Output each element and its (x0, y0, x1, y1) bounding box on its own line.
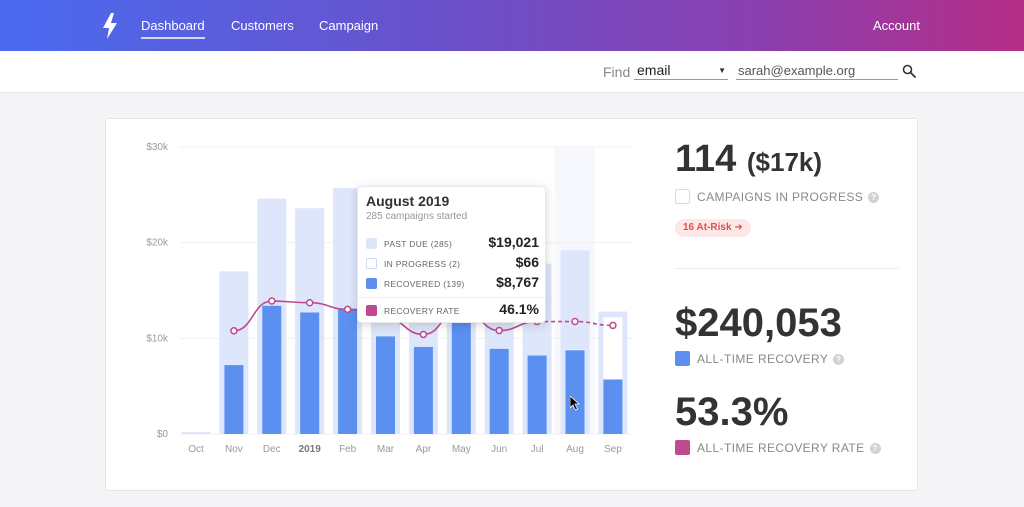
all-time-recovery-rate-value: 53.3% (675, 390, 789, 434)
find-field-value: email (637, 62, 671, 78)
tooltip-label: PAST DUE (285) (384, 239, 453, 249)
at-risk-badge[interactable]: 16 At-Risk ➜ (675, 219, 751, 237)
x-tick-label: May (452, 444, 471, 455)
campaigns-in-progress-label: CAMPAIGNS IN PROGRESS (697, 190, 864, 204)
x-tick-label: Jul (531, 444, 544, 455)
bar-recovered (527, 355, 547, 434)
find-query-input[interactable] (736, 62, 898, 80)
tooltip-label: RECOVERED (139) (384, 279, 465, 289)
in-progress-swatch (675, 189, 690, 204)
bar-recovered (224, 365, 244, 434)
tooltip-value: $8,767 (496, 274, 539, 290)
lightning-bolt-icon[interactable] (102, 13, 118, 39)
y-tick-label: $0 (157, 429, 169, 440)
tooltip-row-recovery-rate: RECOVERY RATE 46.1% (366, 301, 539, 319)
help-icon[interactable]: ? (833, 354, 845, 365)
y-tick-label: $10k (146, 333, 169, 344)
bar-in-progress (565, 349, 585, 351)
tooltip-value: $19,021 (488, 234, 539, 250)
bar-recovered (376, 336, 395, 434)
bar-recovered (262, 305, 282, 434)
nav-customers[interactable]: Customers (231, 18, 294, 33)
x-tick-label: Apr (416, 444, 432, 455)
bar-recovered (603, 379, 623, 434)
find-label: Find (603, 64, 631, 80)
y-tick-label: $20k (146, 238, 169, 249)
bar-recovered (489, 348, 509, 434)
recovery-rate-point (609, 321, 617, 330)
find-bar: Find email ▼ (0, 51, 1024, 93)
bar-recovered (338, 308, 358, 434)
tooltip-value: 46.1% (499, 301, 539, 317)
arrow-right-icon: ➜ (734, 222, 743, 233)
caret-down-icon: ▼ (718, 66, 726, 75)
all-time-recovery-label: ALL-TIME RECOVERY (697, 352, 829, 366)
x-tick-label: Mar (377, 444, 395, 455)
x-tick-label: Feb (339, 444, 357, 455)
tooltip-row-past-due: PAST DUE (285) $19,021 (366, 234, 539, 252)
tooltip-label: IN PROGRESS (2) (384, 259, 461, 269)
recovery-rate-swatch (366, 305, 377, 316)
x-tick-label: Aug (566, 444, 584, 455)
y-tick-label: $30k (146, 142, 169, 153)
stats-divider (675, 268, 899, 269)
all-time-recovery-rate-label: ALL-TIME RECOVERY RATE (697, 441, 865, 455)
x-tick-label: Dec (263, 444, 281, 455)
x-tick-label: Oct (188, 444, 204, 455)
in-progress-swatch (366, 258, 377, 269)
in-progress-amount: ($17k) (746, 147, 823, 177)
tooltip-value: $66 (515, 254, 539, 270)
tooltip-row-recovered: RECOVERED (139) $8,767 (366, 274, 539, 292)
help-icon[interactable]: ? (869, 443, 881, 454)
nav-dashboard[interactable]: Dashboard (141, 18, 205, 39)
x-tick-label: Jun (491, 444, 507, 455)
recovery-rate-swatch (675, 440, 690, 455)
search-icon[interactable] (902, 64, 916, 78)
in-progress-stat: 114 ($17k) (675, 138, 822, 181)
recovery-rate-point (230, 327, 238, 335)
bar-recovered (413, 346, 433, 434)
recovery-rate-point (343, 305, 352, 314)
bar-recovered (300, 312, 320, 434)
tooltip-label: RECOVERY RATE (384, 306, 460, 316)
tooltip-title: August 2019 (366, 193, 450, 209)
recovery-rate-point (571, 317, 579, 326)
x-tick-label: 2019 (299, 444, 322, 455)
all-time-recovery-value: $240,053 (675, 301, 842, 345)
chart-tooltip: August 2019 285 campaigns started PAST D… (357, 186, 546, 323)
find-field-select[interactable]: email ▼ (634, 62, 728, 80)
top-navigation: Dashboard Customers Campaign Account (0, 0, 1024, 51)
recovery-rate-point (305, 298, 314, 307)
past-due-swatch (366, 238, 377, 249)
bar-recovered (451, 317, 471, 434)
bar-past-due (181, 432, 211, 434)
recovered-swatch (675, 351, 690, 366)
bar-recovered (565, 350, 585, 434)
nav-account[interactable]: Account (873, 18, 920, 33)
tooltip-subtitle: 285 campaigns started (366, 211, 468, 222)
in-progress-count: 114 (675, 138, 737, 180)
x-tick-label: Nov (225, 444, 243, 455)
recovered-swatch (366, 278, 377, 289)
at-risk-label: 16 At-Risk (683, 222, 732, 233)
tooltip-divider (358, 297, 545, 298)
recovery-rate-point (268, 297, 276, 305)
x-tick-label: Sep (604, 444, 622, 455)
recovery-rate-point (419, 330, 428, 339)
bar-in-progress (603, 317, 623, 380)
tooltip-row-in-progress: IN PROGRESS (2) $66 (366, 254, 539, 272)
recovery-rate-point (495, 326, 503, 335)
help-icon[interactable]: ? (868, 192, 880, 203)
nav-campaign[interactable]: Campaign (319, 18, 379, 33)
mouse-cursor-icon (570, 396, 580, 411)
